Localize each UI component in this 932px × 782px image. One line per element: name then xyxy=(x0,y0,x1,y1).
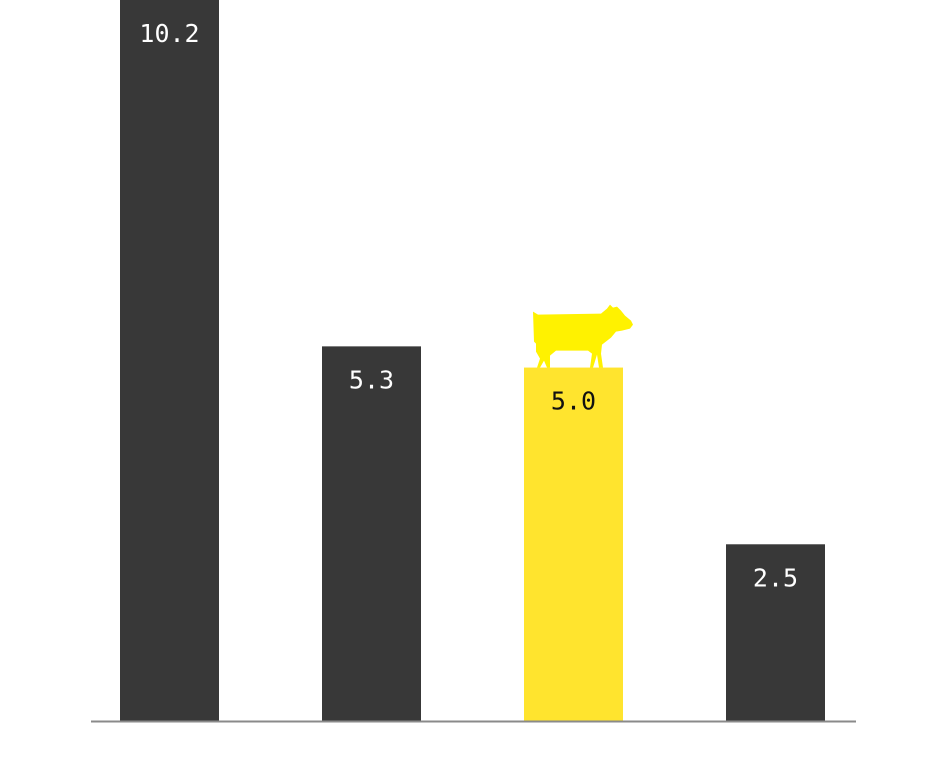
bar-value-label-3: 5.0 xyxy=(551,387,596,416)
bar-4 xyxy=(726,544,825,721)
bar-value-label-1: 10.2 xyxy=(139,19,199,48)
bar-3 xyxy=(524,367,623,721)
bar-value-label-4: 2.5 xyxy=(753,563,798,592)
bar-1 xyxy=(120,0,219,721)
cow-icon xyxy=(533,304,633,368)
bar-2 xyxy=(322,346,421,721)
bar-value-label-2: 5.3 xyxy=(349,365,394,394)
